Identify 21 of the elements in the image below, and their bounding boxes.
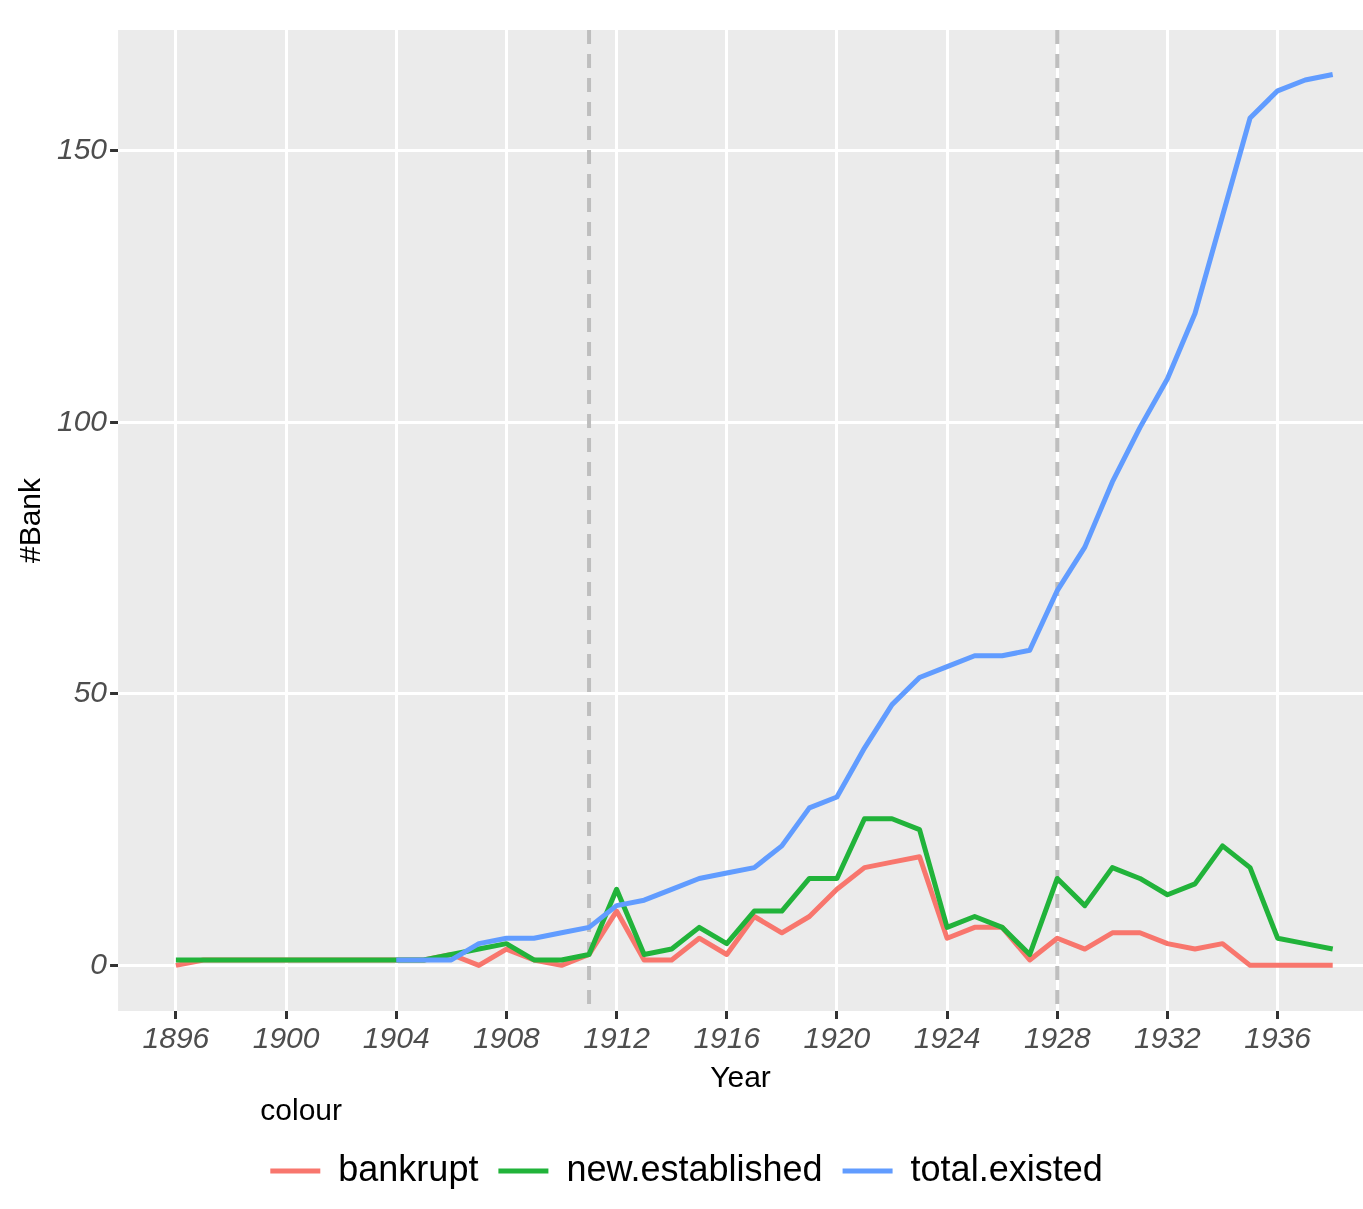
x-tick-label: 1896: [142, 1021, 210, 1055]
x-tick-label: 1928: [1023, 1021, 1091, 1055]
x-tick-label: 1916: [693, 1021, 761, 1055]
y-tick-label: 150: [56, 131, 108, 165]
y-axis-title: #Bank: [13, 476, 47, 564]
x-tick-label: 1912: [583, 1021, 651, 1055]
x-tick-label: 1900: [252, 1021, 320, 1055]
x-tick-label: 1908: [473, 1021, 541, 1055]
y-tick-label: 0: [90, 946, 108, 980]
legend-title: colour: [260, 1093, 343, 1127]
legend-label: total.existed: [910, 1147, 1103, 1189]
x-tick-label: 1936: [1244, 1021, 1312, 1055]
y-tick-label: 100: [56, 403, 108, 437]
y-tick-label: 50: [73, 675, 108, 709]
x-tick-label: 1904: [362, 1021, 430, 1055]
x-tick-label: 1924: [913, 1021, 981, 1055]
legend-label: bankrupt: [338, 1147, 479, 1189]
x-tick-label: 1932: [1134, 1021, 1202, 1055]
legend-label: new.established: [566, 1147, 823, 1189]
x-tick-label: 1920: [803, 1021, 871, 1055]
x-axis-title: Year: [710, 1060, 771, 1094]
